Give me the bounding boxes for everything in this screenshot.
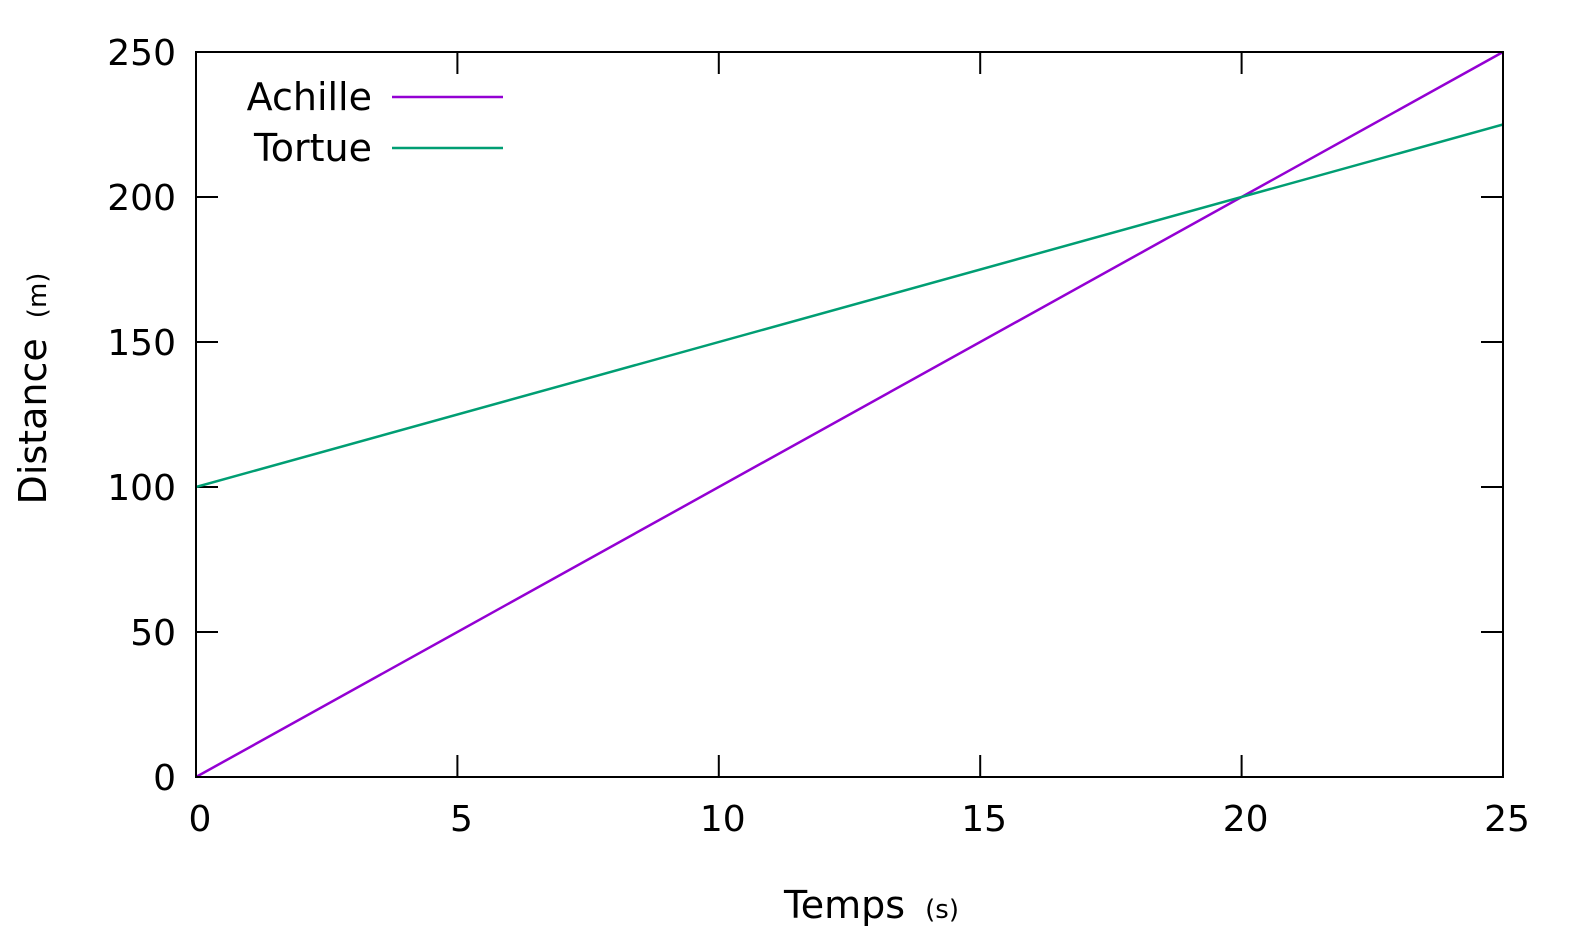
x-tick-label: 0 [189,799,212,840]
y-tick-label: 200 [107,178,176,219]
legend-label-tortue: Tortue [253,126,372,170]
x-tick-label: 20 [1223,799,1269,840]
y-axis-title: Distance [11,338,55,504]
x-axis-title: Temps [783,883,905,927]
x-axis-unit: (s) [925,895,959,925]
legend-label-achille: Achille [247,75,372,119]
x-tick-label: 15 [961,799,1007,840]
series-line-achille [195,50,1504,779]
x-tick-label: 25 [1484,799,1530,840]
legend: Achille Tortue [247,75,503,170]
y-axis-label: Distance (m) [11,273,55,505]
x-tick-label: 5 [450,799,473,840]
y-tick-label: 250 [107,33,176,74]
x-axis-label: Temps (s) [783,883,959,927]
y-axis-unit: (m) [23,273,53,319]
y-tick-label: 100 [107,468,176,509]
series-line-tortue [195,123,1504,489]
y-tick-label: 150 [107,323,176,364]
plot-frame [195,51,1504,778]
x-tick-label: 10 [700,799,746,840]
y-tick-label: 50 [130,613,176,654]
y-tick-label: 0 [153,758,176,799]
